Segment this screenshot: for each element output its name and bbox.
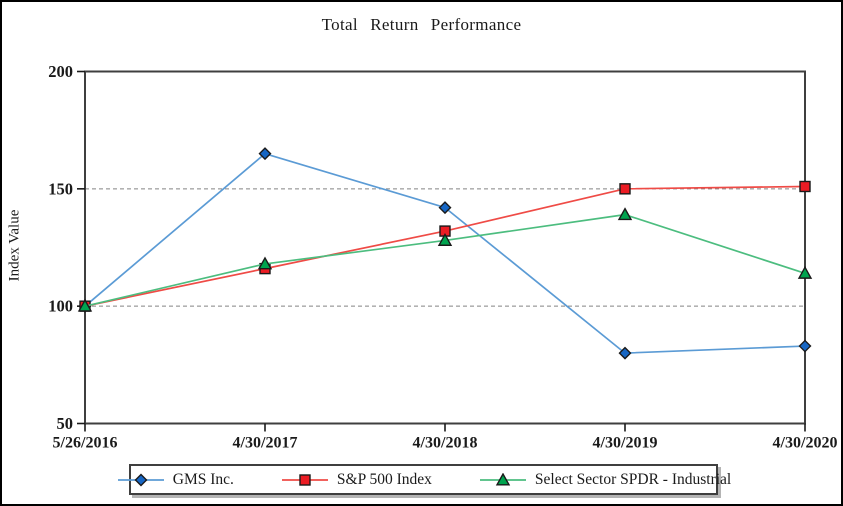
spdr-industrial-line-triangle-icon <box>479 472 526 485</box>
legend-item-gms: GMS Inc. <box>116 471 234 489</box>
chart-title: Total Return Performance <box>321 15 522 34</box>
gms-line-diamond-icon <box>117 473 164 486</box>
x-tick-label-0: 5/26/2016 <box>53 435 118 452</box>
legend-label-sp500: S&P 500 Index <box>336 470 432 488</box>
series-1-point-3 <box>619 183 631 195</box>
legend-label-spdr-industrial: Select Sector SPDR - Industrial <box>534 470 732 488</box>
series-0-point-3 <box>618 346 632 360</box>
y-tick-label-150: 150 <box>48 179 73 198</box>
series-2-point-3 <box>617 207 633 221</box>
series-0-point-1 <box>258 147 272 161</box>
series-2-point-1 <box>257 256 273 270</box>
sp500-line-square-icon <box>281 473 328 486</box>
series-1-point-4 <box>799 180 811 193</box>
legend-label-gms: GMS Inc. <box>172 470 234 488</box>
series-2-point-0 <box>77 298 93 312</box>
x-tick-label-1: 4/30/2017 <box>233 435 298 452</box>
plot-border <box>84 70 806 425</box>
series-2-point-4 <box>797 265 813 279</box>
line-chart-plot-area: 50 100 150 200 5/26/2016 4/30/2017 4/30/2018 4/… <box>48 62 838 452</box>
x-tick-label-4: 4/30/2020 <box>773 435 838 452</box>
x-tick-label-2: 4/30/2018 <box>413 435 478 452</box>
legend-marker <box>299 473 311 486</box>
x-tick-label-3: 4/30/2019 <box>593 435 658 452</box>
y-tick-label-50: 50 <box>57 414 74 433</box>
legend: GMS Inc. S&P 500 Index Select Sector SPD… <box>117 464 731 495</box>
y-tick-label-100: 100 <box>48 297 73 316</box>
series-2-point-2 <box>437 233 453 246</box>
series-line-0 <box>84 152 806 354</box>
legend-marker <box>495 472 511 485</box>
legend-marker <box>134 473 148 486</box>
legend-item-sp500: S&P 500 Index <box>280 471 432 489</box>
y-tick-label-200: 200 <box>48 62 73 81</box>
legend-item-spdr-industrial: Select Sector SPDR - Industrial <box>478 471 731 489</box>
series-0-point-2 <box>438 201 452 215</box>
series-0-point-4 <box>798 339 812 353</box>
